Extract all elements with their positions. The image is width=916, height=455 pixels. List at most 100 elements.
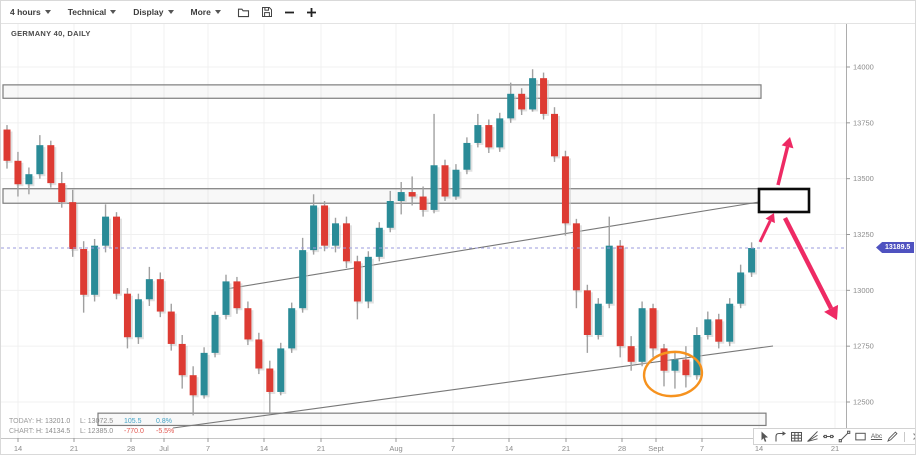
candle xyxy=(310,194,320,255)
fan-lines-icon[interactable] xyxy=(806,430,819,443)
current-price-badge: 13189.5 xyxy=(876,242,915,253)
zoom-out-icon[interactable] xyxy=(284,7,295,18)
text-icon[interactable]: Abc xyxy=(870,433,883,440)
instrument-label: GERMANY 40, DAILY xyxy=(11,29,91,38)
price-stats: TODAY: H: 13201.0 L: 13072.5 105.5 0.8% CHART… xyxy=(9,417,174,436)
candle xyxy=(518,88,528,116)
time-axis-label: 14 xyxy=(14,444,22,453)
time-axis-label: 21 xyxy=(70,444,78,453)
grid-icon[interactable] xyxy=(790,430,803,443)
trend-line-icon[interactable] xyxy=(838,430,851,443)
candle xyxy=(572,218,582,309)
time-axis-label: 14 xyxy=(260,444,268,453)
price-axis-label: 12500 xyxy=(853,398,874,407)
menu-technical-label: Technical xyxy=(67,7,107,17)
menu-display[interactable]: Display xyxy=(133,7,174,17)
pencil-icon[interactable] xyxy=(886,430,899,443)
candle xyxy=(178,335,188,389)
candle xyxy=(255,332,265,375)
arrow-up-small[interactable] xyxy=(758,213,775,243)
candle xyxy=(134,293,144,344)
upper-channel-trendline[interactable] xyxy=(225,201,760,290)
today-stats-row: TODAY: H: 13201.0 L: 13072.5 105.5 0.8% xyxy=(9,418,172,425)
time-axis-label: 14 xyxy=(505,444,513,453)
zoom-in-icon[interactable] xyxy=(306,7,317,18)
candle xyxy=(463,137,473,175)
toolbar-icons xyxy=(237,6,317,19)
candle xyxy=(660,343,670,387)
candle xyxy=(14,151,24,197)
candle xyxy=(200,347,210,399)
open-layout-icon[interactable] xyxy=(237,6,250,19)
candle xyxy=(113,212,122,300)
price-axis-label: 13500 xyxy=(853,174,874,183)
candle xyxy=(561,150,571,236)
candles xyxy=(3,69,758,416)
time-axis-label: 21 xyxy=(831,444,839,453)
candle xyxy=(540,72,550,120)
time-axis-label: 28 xyxy=(618,444,626,453)
horizontal-line-icon[interactable] xyxy=(822,430,835,443)
menu-technical[interactable]: Technical xyxy=(68,7,117,17)
rectangle-icon[interactable] xyxy=(854,430,867,443)
highlight-ellipse[interactable] xyxy=(642,349,704,399)
arrow-up-breakout[interactable] xyxy=(776,137,794,186)
price-axis-label: 13750 xyxy=(853,118,874,127)
candle xyxy=(748,242,758,277)
candle xyxy=(704,311,714,340)
candle xyxy=(58,171,68,208)
arrow-down-rejection[interactable] xyxy=(782,216,839,320)
time-axis-label: 21 xyxy=(562,444,570,453)
candle xyxy=(649,303,659,358)
candle xyxy=(222,274,232,320)
candle xyxy=(474,113,484,148)
candle xyxy=(616,240,626,358)
candle xyxy=(737,264,747,309)
candle xyxy=(671,351,681,389)
candle xyxy=(693,327,703,380)
candle xyxy=(375,222,385,262)
candle xyxy=(36,135,46,179)
time-axis-label: 28 xyxy=(127,444,135,453)
target-box[interactable] xyxy=(757,187,811,214)
support-zone-lower[interactable] xyxy=(97,412,767,427)
chevron-down-icon xyxy=(167,10,174,14)
candle xyxy=(47,140,57,188)
candle xyxy=(3,125,13,169)
elbow-arrow-icon[interactable] xyxy=(774,430,787,443)
toolbar-menus: 4 hours Technical Display More xyxy=(10,7,221,17)
candle xyxy=(189,366,199,416)
price-axis-label: 13250 xyxy=(853,230,874,239)
close-icon[interactable] xyxy=(910,430,915,443)
candle xyxy=(266,360,276,415)
candle xyxy=(529,69,539,112)
candle xyxy=(69,189,79,257)
resistance-zone-middle[interactable] xyxy=(2,188,760,204)
pointer-icon[interactable] xyxy=(758,430,771,443)
time-axis-label: 7 xyxy=(206,444,210,453)
candle xyxy=(233,276,243,314)
candle xyxy=(364,251,374,309)
save-icon[interactable] xyxy=(261,6,273,18)
menu-timeframe-label: 4 hours xyxy=(10,7,41,17)
candle xyxy=(441,159,451,201)
candle xyxy=(277,342,287,396)
candle xyxy=(102,204,112,253)
candle xyxy=(638,301,648,367)
candle xyxy=(288,302,298,353)
candle xyxy=(397,182,407,215)
menu-more[interactable]: More xyxy=(191,7,221,17)
candle xyxy=(715,313,725,349)
candle xyxy=(408,176,418,206)
candle xyxy=(485,119,495,153)
time-axis-label: 14 xyxy=(755,444,763,453)
resistance-zone-upper[interactable] xyxy=(2,84,762,99)
candle xyxy=(496,112,506,152)
candle xyxy=(321,201,331,252)
chevron-down-icon xyxy=(110,10,117,14)
time-axis-label: Jul xyxy=(159,444,169,453)
candle xyxy=(167,303,177,351)
menu-timeframe[interactable]: 4 hours xyxy=(10,7,51,17)
